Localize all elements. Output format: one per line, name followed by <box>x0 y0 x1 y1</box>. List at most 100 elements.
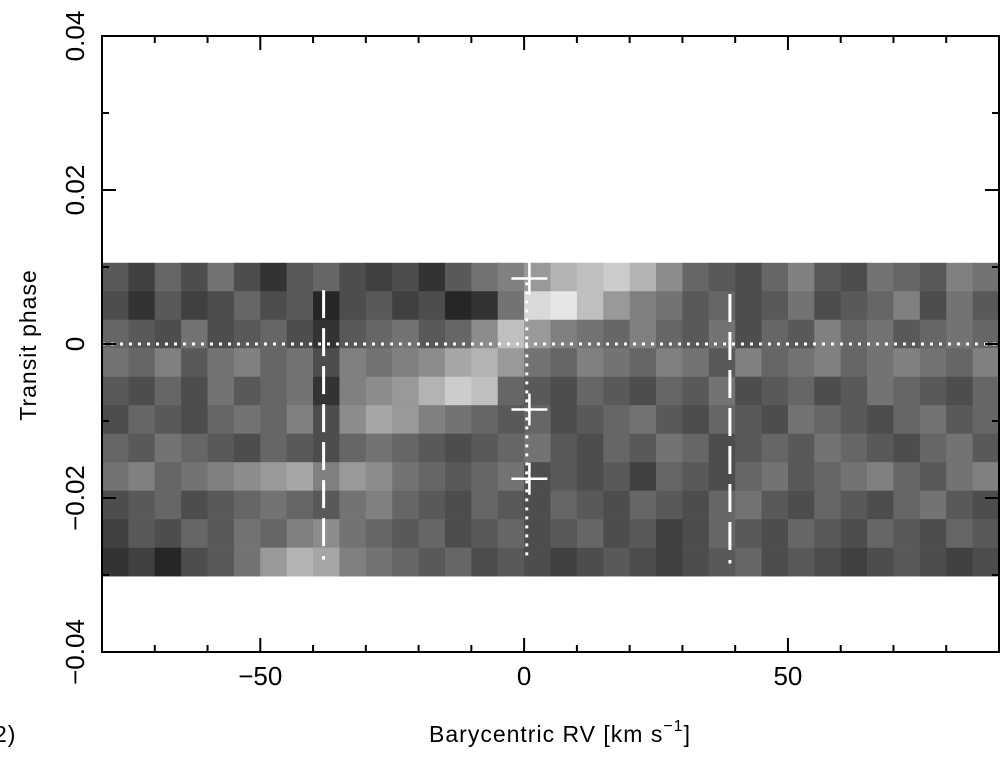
heatmap-cell <box>787 376 815 406</box>
heatmap-cell <box>735 348 763 378</box>
heatmap-cell <box>840 519 868 548</box>
heatmap-cell <box>867 319 894 349</box>
heatmap-cell <box>629 547 657 577</box>
heatmap-cell <box>735 433 763 463</box>
heatmap-cell <box>946 348 974 378</box>
heatmap-cell <box>233 547 261 577</box>
heatmap-cell <box>946 291 974 321</box>
heatmap-cell <box>919 291 947 321</box>
heatmap-cell <box>576 490 604 520</box>
heatmap-cell <box>260 547 288 577</box>
heatmap-cell <box>576 519 604 548</box>
heatmap-cell <box>524 547 551 577</box>
heatmap-cell <box>260 490 288 520</box>
heatmap-cell <box>946 462 974 491</box>
heatmap-cell <box>761 262 789 292</box>
heatmap-cell <box>181 262 209 292</box>
heatmap-cell <box>708 262 736 292</box>
heatmap-cell <box>656 405 683 435</box>
heatmap-cell <box>708 433 736 463</box>
heatmap-cell <box>207 405 235 435</box>
heatmap-cell <box>524 433 551 463</box>
heatmap-cell <box>207 348 235 378</box>
heatmap-cell <box>471 462 499 491</box>
heatmap-cell <box>128 376 156 406</box>
heatmap-cell <box>392 376 420 406</box>
x-axis-label-end: ] <box>684 721 691 747</box>
heatmap-cell <box>603 291 631 321</box>
heatmap-cell <box>761 519 789 548</box>
y-axis-label: Transit phase <box>15 269 41 421</box>
heatmap-cell <box>497 547 525 577</box>
heatmap-cell <box>233 433 261 463</box>
heatmap-cell <box>102 490 129 520</box>
heatmap-cell <box>867 376 894 406</box>
heatmap-cell <box>365 519 393 548</box>
heatmap-cell <box>603 348 631 378</box>
heatmap-cell <box>550 547 578 577</box>
heatmap-cell <box>576 433 604 463</box>
heatmap-cell <box>154 262 182 292</box>
heatmap-cell <box>471 519 499 548</box>
heatmap-cell <box>708 462 736 491</box>
heatmap-cell <box>339 405 367 435</box>
heatmap-cell <box>946 547 974 577</box>
heatmap-cell <box>418 433 446 463</box>
heatmap-cell <box>365 547 393 577</box>
heatmap-cell <box>761 291 789 321</box>
heatmap-cell <box>629 462 657 491</box>
panel-label: 2) <box>0 721 16 747</box>
heatmap-cell <box>524 490 551 520</box>
heatmap-cell <box>919 490 947 520</box>
heatmap-cell <box>260 462 288 491</box>
y-tick-label: −0.04 <box>60 619 90 685</box>
heatmap-cell <box>339 319 367 349</box>
heatmap-cell <box>207 433 235 463</box>
heatmap-cell <box>181 348 209 378</box>
heatmap-cell <box>365 433 393 463</box>
heatmap-cell <box>629 348 657 378</box>
heatmap-cell <box>392 433 420 463</box>
heatmap-cell <box>840 348 868 378</box>
heatmap-cell <box>814 376 842 406</box>
heatmap-cell <box>339 490 367 520</box>
heatmap-cell <box>181 376 209 406</box>
heatmap-cell <box>260 291 288 321</box>
heatmap-cell <box>867 405 894 435</box>
heatmap-cell <box>787 405 815 435</box>
heatmap-cell <box>154 348 182 378</box>
heatmap-cell <box>286 348 314 378</box>
heatmap-cell <box>154 462 182 491</box>
heatmap-cell <box>102 547 129 577</box>
heatmap-cell <box>656 547 683 577</box>
heatmap-cell <box>550 348 578 378</box>
heatmap-cell <box>787 433 815 463</box>
heatmap-cell <box>946 262 974 292</box>
heatmap-cell <box>313 519 340 548</box>
heatmap-cell <box>207 462 235 491</box>
heatmap-cell <box>629 433 657 463</box>
heatmap-cell <box>313 262 340 292</box>
heatmap-cell <box>444 547 472 577</box>
heatmap-cell <box>365 319 393 349</box>
heatmap-cell <box>313 376 340 406</box>
heatmap-cell <box>313 405 340 435</box>
heatmap-cell <box>972 462 1000 491</box>
heatmap-cell <box>102 291 129 321</box>
heatmap-cell <box>128 433 156 463</box>
heatmap-cell <box>207 262 235 292</box>
heatmap-cell <box>392 405 420 435</box>
heatmap-cell <box>893 462 921 491</box>
heatmap-cell <box>893 519 921 548</box>
heatmap-cell <box>154 291 182 321</box>
y-tick-label: 0.04 <box>60 11 90 62</box>
heatmap-cell <box>286 433 314 463</box>
heatmap-cell <box>761 319 789 349</box>
marker-cross <box>511 462 548 495</box>
heatmap-cell <box>682 291 710 321</box>
heatmap-cell <box>497 262 525 292</box>
heatmap-cell <box>867 291 894 321</box>
heatmap-cell <box>787 319 815 349</box>
heatmap-cell <box>444 462 472 491</box>
heatmap-cell <box>313 319 340 349</box>
